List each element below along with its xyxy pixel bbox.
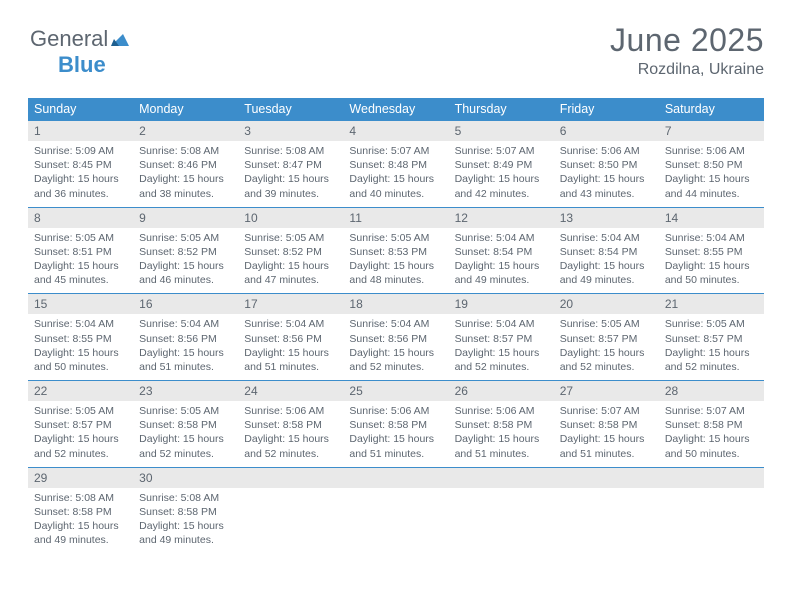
date-cell: Sunrise: 5:09 AMSunset: 8:45 PMDaylight:…: [28, 141, 133, 207]
calendar: SundayMondayTuesdayWednesdayThursdayFrid…: [28, 98, 764, 553]
date-number: 15: [28, 294, 133, 315]
date-number: [238, 467, 343, 488]
date-number: 28: [659, 381, 764, 402]
date-number: 16: [133, 294, 238, 315]
date-cell: Sunrise: 5:05 AMSunset: 8:51 PMDaylight:…: [28, 228, 133, 294]
date-cell: Sunrise: 5:07 AMSunset: 8:58 PMDaylight:…: [554, 401, 659, 467]
date-cell: Sunrise: 5:04 AMSunset: 8:56 PMDaylight:…: [238, 314, 343, 380]
date-number: 19: [449, 294, 554, 315]
date-number: [343, 467, 448, 488]
date-cell: Sunrise: 5:08 AMSunset: 8:47 PMDaylight:…: [238, 141, 343, 207]
date-cell: Sunrise: 5:06 AMSunset: 8:58 PMDaylight:…: [449, 401, 554, 467]
date-cell: [659, 488, 764, 554]
date-number: 26: [449, 381, 554, 402]
date-number: 10: [238, 207, 343, 228]
date-cell: Sunrise: 5:08 AMSunset: 8:46 PMDaylight:…: [133, 141, 238, 207]
date-number: 30: [133, 467, 238, 488]
date-cell: Sunrise: 5:07 AMSunset: 8:58 PMDaylight:…: [659, 401, 764, 467]
date-number: 5: [449, 121, 554, 142]
logo: General Blue: [30, 26, 129, 78]
date-cell: Sunrise: 5:04 AMSunset: 8:56 PMDaylight:…: [133, 314, 238, 380]
date-cell: Sunrise: 5:07 AMSunset: 8:49 PMDaylight:…: [449, 141, 554, 207]
logo-part2: Blue: [58, 52, 106, 77]
date-number: 21: [659, 294, 764, 315]
date-number-row: 15161718192021: [28, 294, 764, 315]
dow-header: Thursday: [449, 98, 554, 121]
date-cell: [238, 488, 343, 554]
date-content-row: Sunrise: 5:05 AMSunset: 8:51 PMDaylight:…: [28, 228, 764, 294]
dow-header: Monday: [133, 98, 238, 121]
date-cell: [449, 488, 554, 554]
date-number: 27: [554, 381, 659, 402]
date-cell: Sunrise: 5:05 AMSunset: 8:57 PMDaylight:…: [659, 314, 764, 380]
dow-row: SundayMondayTuesdayWednesdayThursdayFrid…: [28, 98, 764, 121]
date-number: 18: [343, 294, 448, 315]
logo-text: General Blue: [30, 26, 129, 78]
page-title: June 2025: [610, 22, 764, 59]
date-content-row: Sunrise: 5:09 AMSunset: 8:45 PMDaylight:…: [28, 141, 764, 207]
header-right: June 2025 Rozdilna, Ukraine: [610, 22, 764, 79]
date-number: 29: [28, 467, 133, 488]
date-number: 13: [554, 207, 659, 228]
date-number: 1: [28, 121, 133, 142]
date-cell: Sunrise: 5:04 AMSunset: 8:56 PMDaylight:…: [343, 314, 448, 380]
date-number: [659, 467, 764, 488]
date-number: 6: [554, 121, 659, 142]
date-number: [449, 467, 554, 488]
date-number: 2: [133, 121, 238, 142]
date-cell: Sunrise: 5:05 AMSunset: 8:53 PMDaylight:…: [343, 228, 448, 294]
date-number: 8: [28, 207, 133, 228]
date-number-row: 2930: [28, 467, 764, 488]
dow-header: Wednesday: [343, 98, 448, 121]
date-cell: Sunrise: 5:04 AMSunset: 8:54 PMDaylight:…: [554, 228, 659, 294]
date-number-row: 22232425262728: [28, 381, 764, 402]
date-number: 22: [28, 381, 133, 402]
date-cell: Sunrise: 5:05 AMSunset: 8:52 PMDaylight:…: [238, 228, 343, 294]
date-content-row: Sunrise: 5:08 AMSunset: 8:58 PMDaylight:…: [28, 488, 764, 554]
date-cell: Sunrise: 5:05 AMSunset: 8:57 PMDaylight:…: [28, 401, 133, 467]
date-cell: [554, 488, 659, 554]
date-cell: Sunrise: 5:06 AMSunset: 8:50 PMDaylight:…: [554, 141, 659, 207]
logo-mark-icon: [111, 26, 129, 52]
date-cell: Sunrise: 5:04 AMSunset: 8:54 PMDaylight:…: [449, 228, 554, 294]
location-label: Rozdilna, Ukraine: [610, 61, 764, 79]
dow-header: Sunday: [28, 98, 133, 121]
date-number: 24: [238, 381, 343, 402]
date-number: 11: [343, 207, 448, 228]
date-cell: Sunrise: 5:04 AMSunset: 8:55 PMDaylight:…: [28, 314, 133, 380]
date-number: 4: [343, 121, 448, 142]
date-cell: Sunrise: 5:08 AMSunset: 8:58 PMDaylight:…: [133, 488, 238, 554]
date-cell: Sunrise: 5:04 AMSunset: 8:55 PMDaylight:…: [659, 228, 764, 294]
date-number: 14: [659, 207, 764, 228]
date-number-row: 1234567: [28, 121, 764, 142]
date-cell: Sunrise: 5:06 AMSunset: 8:50 PMDaylight:…: [659, 141, 764, 207]
dow-header: Saturday: [659, 98, 764, 121]
date-number: 17: [238, 294, 343, 315]
date-cell: Sunrise: 5:06 AMSunset: 8:58 PMDaylight:…: [238, 401, 343, 467]
date-cell: Sunrise: 5:05 AMSunset: 8:52 PMDaylight:…: [133, 228, 238, 294]
dow-header: Tuesday: [238, 98, 343, 121]
date-number: [554, 467, 659, 488]
date-cell: Sunrise: 5:05 AMSunset: 8:57 PMDaylight:…: [554, 314, 659, 380]
date-number: 25: [343, 381, 448, 402]
date-content-row: Sunrise: 5:04 AMSunset: 8:55 PMDaylight:…: [28, 314, 764, 380]
dow-header: Friday: [554, 98, 659, 121]
date-cell: [343, 488, 448, 554]
date-number: 20: [554, 294, 659, 315]
calendar-table: SundayMondayTuesdayWednesdayThursdayFrid…: [28, 98, 764, 553]
date-content-row: Sunrise: 5:05 AMSunset: 8:57 PMDaylight:…: [28, 401, 764, 467]
date-cell: Sunrise: 5:06 AMSunset: 8:58 PMDaylight:…: [343, 401, 448, 467]
date-number: 9: [133, 207, 238, 228]
logo-part1: General: [30, 26, 108, 51]
date-number: 12: [449, 207, 554, 228]
date-cell: Sunrise: 5:08 AMSunset: 8:58 PMDaylight:…: [28, 488, 133, 554]
date-cell: Sunrise: 5:04 AMSunset: 8:57 PMDaylight:…: [449, 314, 554, 380]
date-number-row: 891011121314: [28, 207, 764, 228]
date-number: 7: [659, 121, 764, 142]
date-number: 3: [238, 121, 343, 142]
date-cell: Sunrise: 5:07 AMSunset: 8:48 PMDaylight:…: [343, 141, 448, 207]
date-cell: Sunrise: 5:05 AMSunset: 8:58 PMDaylight:…: [133, 401, 238, 467]
date-number: 23: [133, 381, 238, 402]
